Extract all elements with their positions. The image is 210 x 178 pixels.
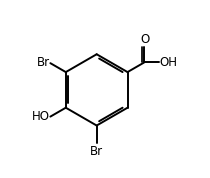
Text: O: O — [140, 33, 149, 46]
Text: OH: OH — [160, 56, 178, 69]
Text: HO: HO — [32, 110, 50, 123]
Text: Br: Br — [90, 145, 103, 158]
Text: Br: Br — [36, 56, 50, 69]
